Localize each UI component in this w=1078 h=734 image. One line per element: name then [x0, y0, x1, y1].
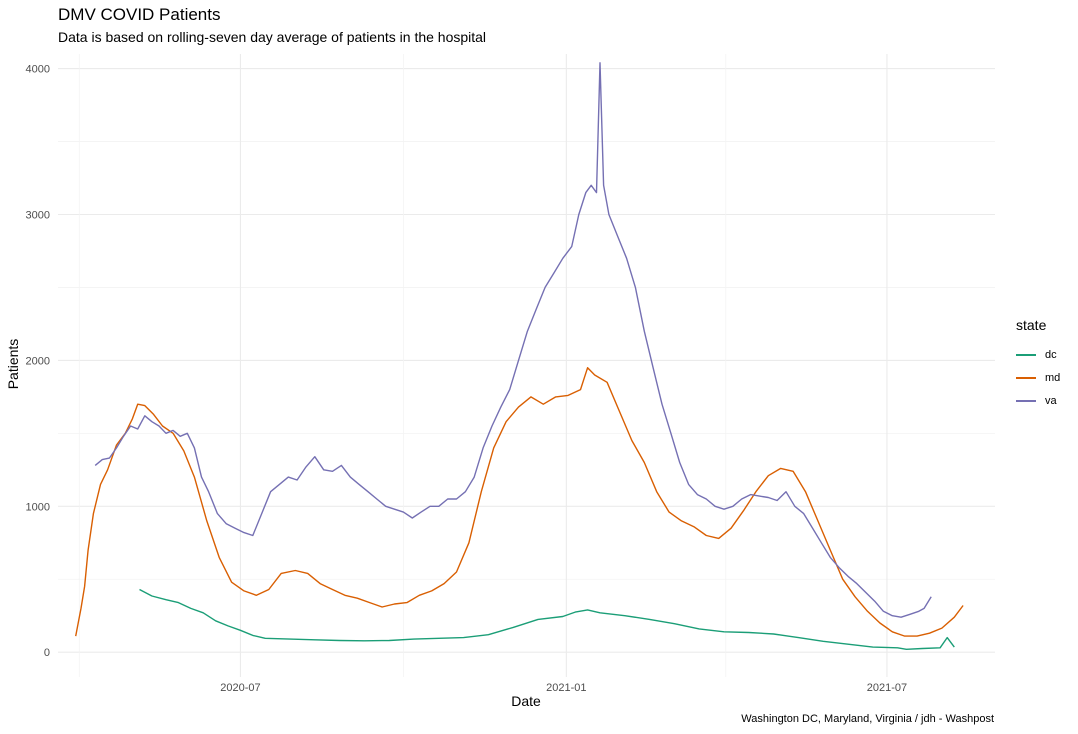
- chart-subtitle: Data is based on rolling-seven day avera…: [58, 29, 487, 45]
- legend-key-va: [1016, 399, 1036, 402]
- y-tick-label: 3000: [26, 209, 50, 221]
- legend-label-md: md: [1045, 371, 1061, 384]
- axis-ticks: 0 1000 2000 3000 4000 2020-07 2021-01 2021-07: [26, 64, 908, 694]
- series-line-dc: [139, 588, 955, 650]
- legend-key-md: [1016, 376, 1036, 379]
- legend-item-dc: dc: [1016, 343, 1060, 366]
- x-axis-title: Date: [511, 693, 541, 709]
- series-line-md: [75, 367, 964, 637]
- y-tick-label: 1000: [26, 501, 50, 513]
- legend: state dc md va: [1016, 317, 1060, 412]
- y-tick-label: 0: [44, 647, 50, 659]
- series-lines: [75, 62, 964, 650]
- grid-lines: [58, 54, 995, 677]
- chart-caption: Washington DC, Maryland, Virginia / jdh …: [741, 713, 994, 725]
- legend-item-va: va: [1016, 389, 1060, 412]
- series-line-va: [94, 62, 932, 618]
- y-tick-label: 4000: [26, 64, 50, 76]
- line-chart: 0 1000 2000 3000 4000 2020-07 2021-01 2021-07 D…: [5, 54, 995, 709]
- legend-item-md: md: [1016, 366, 1060, 389]
- legend-label-va: va: [1045, 394, 1057, 407]
- legend-key-dc: [1016, 353, 1036, 356]
- legend-title: state: [1016, 317, 1047, 333]
- x-tick-label: 2020-07: [220, 682, 260, 694]
- y-axis-title: Patients: [5, 339, 21, 390]
- y-tick-label: 2000: [26, 355, 50, 367]
- x-tick-label: 2021-01: [546, 682, 586, 694]
- legend-label-dc: dc: [1045, 348, 1057, 361]
- x-tick-label: 2021-07: [867, 682, 907, 694]
- chart-title: DMV COVID Patients: [58, 5, 221, 24]
